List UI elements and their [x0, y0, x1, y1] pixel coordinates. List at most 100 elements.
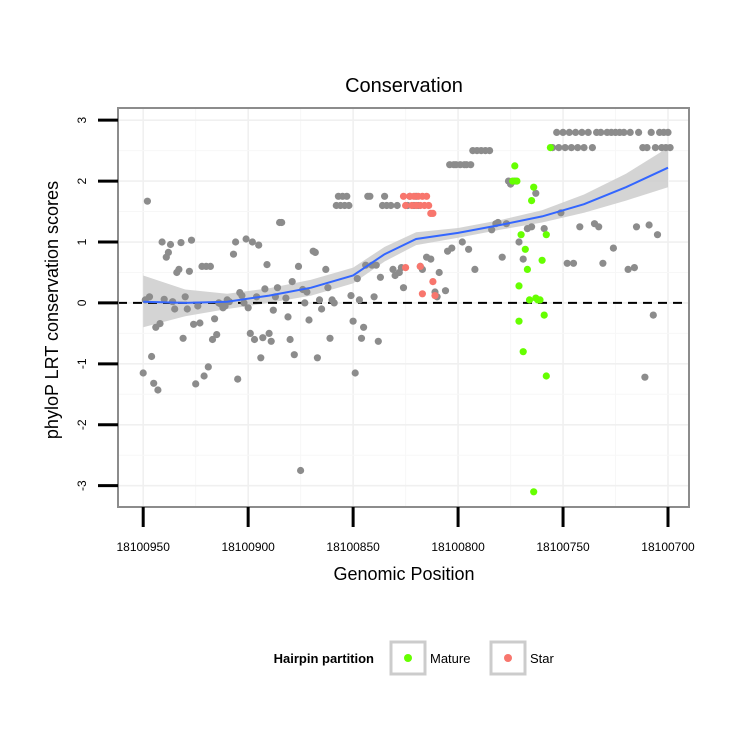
legend-key-star — [504, 654, 512, 662]
point-other — [343, 192, 351, 200]
point-other — [284, 313, 292, 321]
point-other — [303, 288, 311, 296]
point-mature — [515, 282, 523, 290]
point-other — [166, 240, 175, 249]
point-star — [418, 290, 426, 298]
point-other — [349, 317, 357, 325]
x-tick-label: 18100850 — [326, 540, 380, 554]
point-star — [416, 262, 424, 270]
point-other — [471, 265, 479, 273]
point-other — [458, 238, 466, 246]
point-other — [664, 128, 672, 136]
point-other — [171, 305, 179, 313]
y-tick-label: -3 — [75, 480, 89, 491]
point-other — [187, 236, 196, 244]
point-other — [355, 296, 363, 304]
point-other — [183, 305, 191, 313]
point-other — [465, 245, 473, 253]
point-other — [563, 259, 571, 267]
point-other — [181, 293, 189, 301]
point-other — [244, 304, 252, 312]
legend-key-box — [489, 640, 527, 676]
point-other — [584, 128, 592, 136]
point-other — [229, 250, 238, 258]
point-other — [250, 335, 259, 344]
point-other — [580, 144, 588, 152]
panel-border — [117, 107, 690, 508]
point-other — [427, 255, 435, 263]
point-other — [553, 128, 561, 136]
y-tick-label: 1 — [75, 238, 89, 245]
point-other — [572, 128, 580, 136]
point-other — [148, 352, 156, 361]
point-other — [635, 128, 643, 136]
point-other — [255, 241, 263, 249]
point-other — [330, 299, 338, 307]
point-other — [555, 144, 563, 152]
point-other — [318, 305, 326, 313]
x-tick-label: 18100900 — [221, 540, 275, 554]
point-mature — [542, 231, 550, 239]
point-other — [597, 128, 605, 136]
point-other — [651, 144, 660, 152]
point-other — [273, 284, 282, 292]
point-other — [213, 331, 221, 339]
point-other — [158, 238, 166, 246]
x-tick-label: 18100800 — [431, 540, 485, 554]
smooth-ribbon — [143, 147, 668, 328]
point-other — [393, 201, 401, 210]
point-other — [565, 128, 573, 136]
point-mature — [521, 245, 529, 253]
y-axis-title: phyloP LRT conservation scores — [42, 181, 62, 439]
legend-label-mature: Mature — [430, 651, 470, 666]
x-tick-label: 18100700 — [641, 540, 695, 554]
x-tick-label: 18100750 — [536, 540, 590, 554]
point-other — [305, 316, 313, 324]
point-star — [402, 264, 410, 272]
point-other — [561, 144, 569, 152]
point-other — [595, 223, 603, 231]
point-other — [294, 262, 303, 270]
point-other — [620, 128, 628, 136]
point-other — [540, 225, 548, 233]
point-other — [626, 128, 634, 136]
point-mature — [517, 231, 525, 239]
point-other — [486, 147, 494, 155]
y-tick-label: 2 — [75, 177, 89, 184]
point-other — [360, 323, 368, 331]
point-other — [145, 293, 154, 301]
point-other — [374, 337, 382, 345]
point-other — [345, 201, 353, 210]
point-star — [431, 292, 439, 300]
point-other — [649, 311, 657, 319]
point-other — [372, 261, 380, 269]
point-other — [263, 261, 271, 269]
panel-frame — [117, 107, 690, 508]
point-other — [647, 128, 655, 136]
point-other — [326, 334, 334, 342]
point-other — [624, 265, 632, 273]
point-other — [632, 223, 641, 231]
point-other — [240, 299, 248, 307]
point-other — [569, 259, 578, 267]
point-other — [578, 128, 586, 136]
point-other — [288, 278, 296, 286]
point-other — [588, 144, 597, 152]
legend-label-star: Star — [530, 651, 555, 666]
confidence-band — [143, 147, 668, 328]
point-other — [666, 144, 674, 152]
point-star — [399, 192, 408, 200]
point-other — [353, 275, 361, 283]
point-other — [267, 337, 275, 345]
point-other — [154, 386, 162, 394]
point-other — [641, 373, 649, 381]
point-other — [179, 334, 187, 342]
point-other — [242, 235, 250, 243]
point-mature — [525, 296, 534, 304]
point-other — [645, 221, 653, 229]
point-mature — [540, 311, 548, 319]
point-other — [389, 265, 397, 273]
smooth-curve — [143, 166, 669, 304]
point-other — [208, 335, 217, 344]
point-mature — [528, 197, 536, 205]
